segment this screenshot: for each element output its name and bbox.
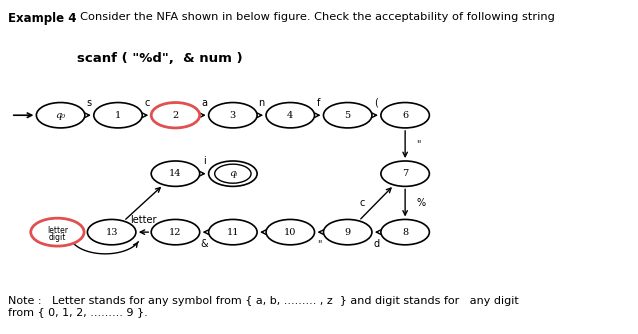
Text: 4: 4 bbox=[287, 111, 293, 120]
Text: 10: 10 bbox=[284, 228, 297, 236]
Text: qᵢ: qᵢ bbox=[229, 169, 237, 178]
Text: 11: 11 bbox=[226, 228, 239, 236]
Text: Note :   Letter stands for any symbol from { a, b, ......... , z  } and digit st: Note : Letter stands for any symbol from… bbox=[8, 296, 519, 317]
Text: : Consider the NFA shown in below figure. Check the acceptability of following s: : Consider the NFA shown in below figure… bbox=[69, 12, 555, 22]
Text: 3: 3 bbox=[230, 111, 236, 120]
Circle shape bbox=[209, 161, 257, 186]
Circle shape bbox=[151, 161, 200, 186]
Text: d: d bbox=[373, 239, 380, 249]
Text: f: f bbox=[317, 98, 321, 108]
Text: ": " bbox=[417, 140, 421, 149]
Circle shape bbox=[323, 219, 372, 245]
Text: 12: 12 bbox=[169, 228, 182, 236]
Text: 13: 13 bbox=[105, 228, 118, 236]
Text: 2: 2 bbox=[172, 111, 179, 120]
Text: 6: 6 bbox=[402, 111, 408, 120]
Text: %: % bbox=[417, 198, 426, 208]
Circle shape bbox=[151, 219, 200, 245]
Text: (: ( bbox=[375, 98, 378, 108]
Text: 1: 1 bbox=[115, 111, 121, 120]
Text: 9: 9 bbox=[345, 228, 351, 236]
Circle shape bbox=[36, 103, 85, 128]
Circle shape bbox=[266, 103, 315, 128]
Circle shape bbox=[31, 218, 84, 246]
Circle shape bbox=[266, 219, 315, 245]
Text: 14: 14 bbox=[169, 169, 182, 178]
Text: letter: letter bbox=[47, 226, 68, 235]
Text: c: c bbox=[360, 198, 365, 208]
Text: n: n bbox=[258, 98, 265, 108]
Text: Example 4: Example 4 bbox=[8, 12, 76, 25]
Text: 7: 7 bbox=[402, 169, 408, 178]
Text: scanf ( "%d",  & num ): scanf ( "%d", & num ) bbox=[77, 52, 242, 65]
Text: ": " bbox=[316, 239, 322, 249]
Text: 5: 5 bbox=[345, 111, 351, 120]
Text: q₀: q₀ bbox=[56, 111, 66, 120]
Circle shape bbox=[209, 103, 257, 128]
Text: s: s bbox=[87, 98, 92, 108]
Circle shape bbox=[381, 219, 429, 245]
Text: &: & bbox=[200, 239, 208, 249]
Text: letter: letter bbox=[130, 215, 157, 225]
Circle shape bbox=[87, 219, 136, 245]
Circle shape bbox=[209, 219, 257, 245]
Text: digit: digit bbox=[48, 233, 66, 242]
Text: c: c bbox=[144, 98, 149, 108]
Circle shape bbox=[381, 103, 429, 128]
Circle shape bbox=[381, 161, 429, 186]
Circle shape bbox=[94, 103, 142, 128]
Text: a: a bbox=[201, 98, 207, 108]
Text: i: i bbox=[203, 156, 205, 166]
Circle shape bbox=[151, 103, 200, 128]
Text: 8: 8 bbox=[402, 228, 408, 236]
Circle shape bbox=[323, 103, 372, 128]
